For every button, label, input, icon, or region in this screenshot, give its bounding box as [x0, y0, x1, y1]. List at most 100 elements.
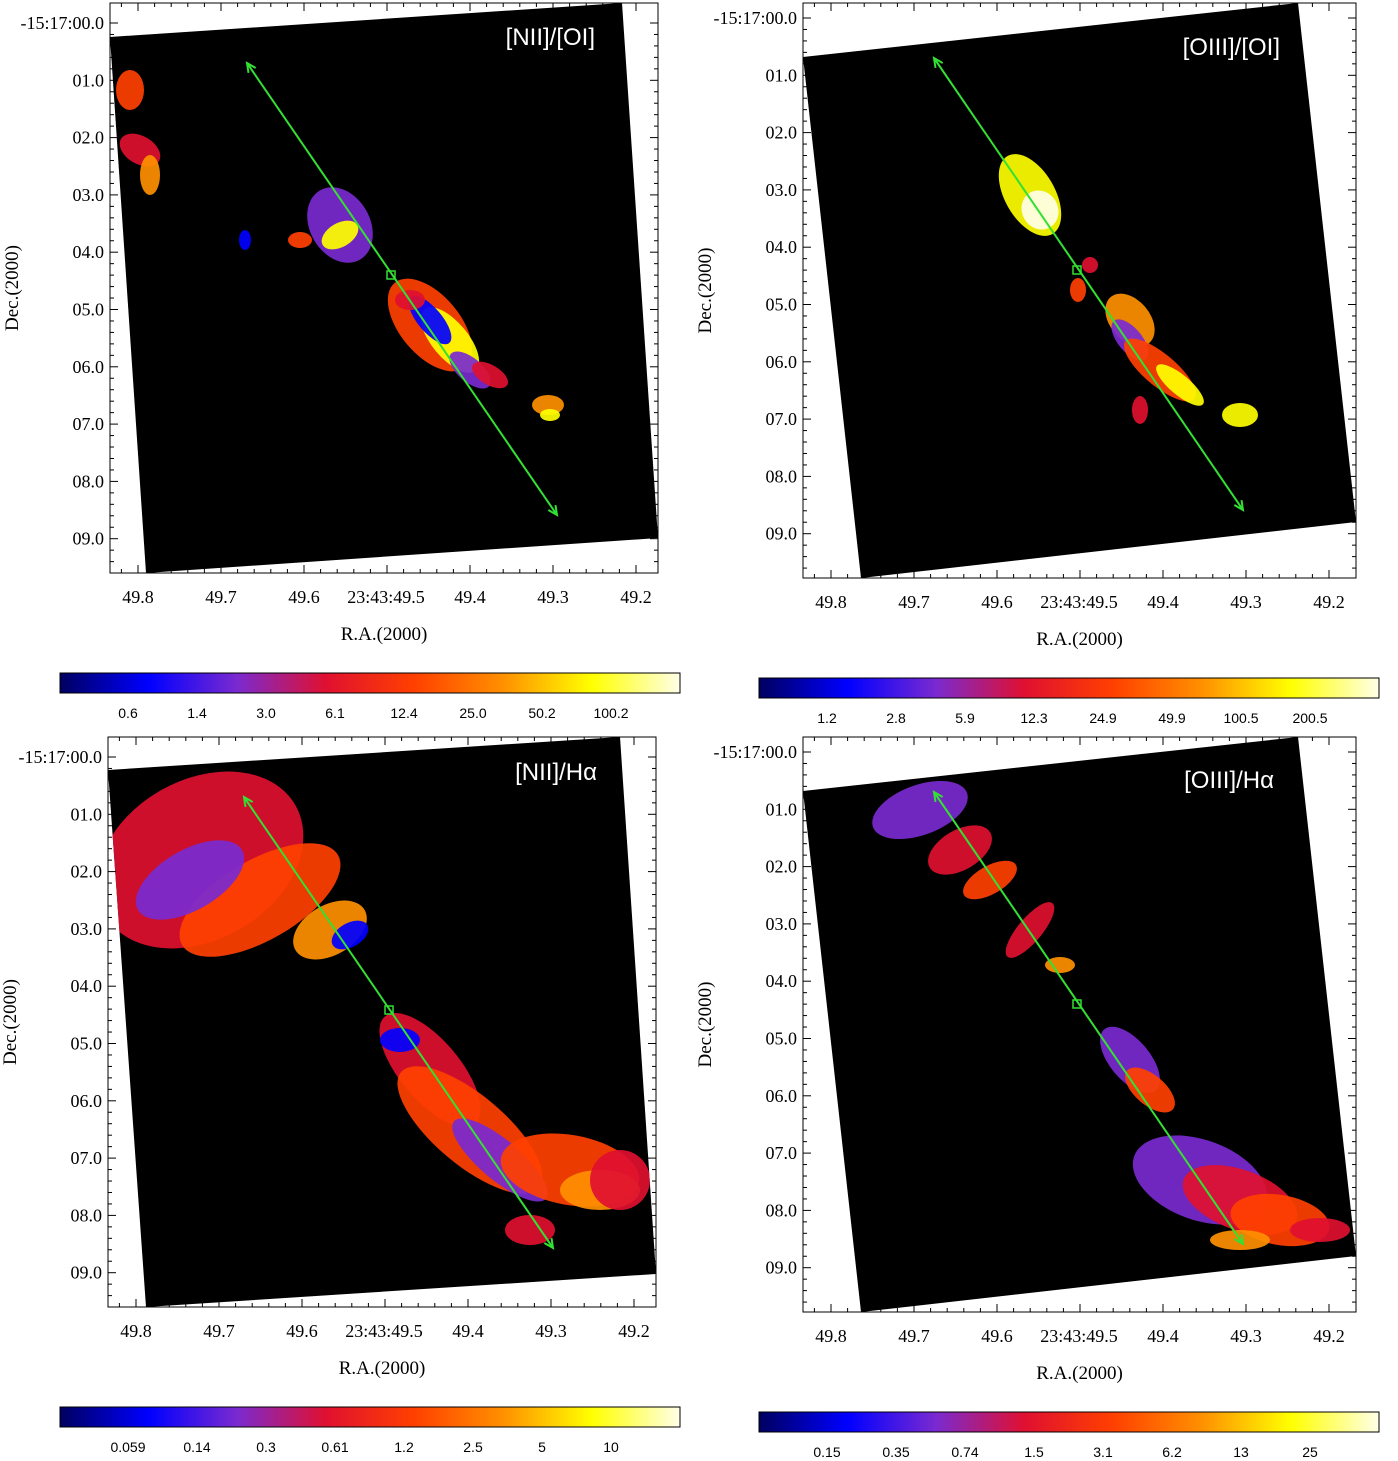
ra-tick-label: 23:43:49.5 [1040, 592, 1118, 612]
plot-root: -15:17:00.0 01.0 02.0 03.0 04.0 05.0 06.0 07.0 0… [2, 2, 681, 721]
x-axis-title: R.A.(2000) [1036, 1363, 1123, 1384]
ra-tick-label: 23:43:49.5 [1040, 1326, 1118, 1346]
ra-tick-label: 23:43:49.5 [347, 587, 425, 607]
colorbar-tick-label: 12.4 [390, 705, 417, 721]
y-axis-title: Dec.(2000) [2, 245, 23, 331]
arrow-head [932, 56, 944, 69]
colorbar-tick-label: 0.74 [951, 1444, 978, 1460]
emission-blob [239, 230, 251, 250]
ra-tick-label: 49.6 [286, 1321, 318, 1341]
emission-blob [928, 825, 992, 875]
dec-tick-label: 09.0 [766, 524, 798, 544]
nucleus-marker [1072, 999, 1082, 1009]
colorbar-tick-label: 5 [538, 1439, 546, 1455]
emission-blob [331, 920, 369, 950]
image-footprint [110, 3, 658, 573]
dec-tick-label: 09.0 [766, 1258, 798, 1278]
arrow-head [1233, 499, 1245, 512]
slit-arrow [933, 791, 1244, 1245]
plot-root: -15:17:00.0 01.0 02.0 03.0 04.0 05.0 06.0 07.0 0… [695, 736, 1380, 1460]
emission-blob [963, 860, 1017, 900]
dec-tick-label: 03.0 [71, 919, 103, 939]
dec-tick-label: 04.0 [71, 976, 103, 996]
dec-tick-label: 08.0 [766, 1200, 798, 1220]
slit-arrow [243, 796, 554, 1249]
dec-tick-label: 08.0 [766, 466, 798, 486]
dec-tick-label: 02.0 [766, 857, 798, 877]
ra-tick-label: 49.6 [981, 592, 1013, 612]
colorbar-tick-label: 1.2 [394, 1439, 414, 1455]
arrow-head [245, 61, 257, 74]
ra-tick-label: 49.2 [1313, 592, 1345, 612]
panel-nii-halpha: -15:17:00.0 01.0 02.0 03.0 04.0 05.0 06.0 07.0 0… [0, 731, 699, 1461]
arrow-head [932, 790, 944, 803]
colorbar-tick-label: 10 [603, 1439, 619, 1455]
dec-tick-label: 01.0 [71, 804, 103, 824]
dec-tick-label: -15:17:00.0 [714, 742, 798, 762]
map-label: [NII]/Hα [515, 759, 597, 786]
dec-tick-label: -15:17:00.0 [19, 747, 103, 767]
ra-tick-label: 49.2 [1313, 1326, 1345, 1346]
dec-tick-label: 01.0 [73, 70, 105, 90]
colorbar-tick-label: 0.61 [321, 1439, 348, 1455]
dec-tick-label: -15:17:00.0 [21, 13, 105, 33]
ra-tick-label: 23:43:49.5 [345, 1321, 423, 1341]
colorbar-tick-label: 13 [1233, 1444, 1249, 1460]
ra-tick-label: 49.3 [535, 1321, 567, 1341]
ra-tick-label: 49.7 [205, 587, 237, 607]
ra-tick-label: 49.6 [981, 1326, 1013, 1346]
arrow-head [242, 795, 254, 808]
colorbar-tick-label: 1.4 [187, 705, 207, 721]
emission-blob [321, 220, 359, 250]
emission-blob [380, 1028, 420, 1052]
dec-tick-label: -15:17:00.0 [714, 8, 798, 28]
dec-tick-label: 09.0 [73, 529, 105, 549]
ra-tick-label: 49.4 [1147, 592, 1179, 612]
dec-tick-label: 05.0 [71, 1034, 103, 1054]
ra-tick-label: 49.8 [815, 1326, 847, 1346]
dec-tick-label: 04.0 [766, 971, 798, 991]
colorbar-tick-label: 1.5 [1024, 1444, 1044, 1460]
ra-tick-label: 49.7 [898, 592, 930, 612]
emission-blob [590, 1150, 650, 1210]
emission-blob [1082, 257, 1098, 273]
dec-tick-label: 02.0 [73, 128, 105, 148]
colorbar-tick-label: 0.35 [882, 1444, 909, 1460]
ra-tick-label: 49.8 [120, 1321, 152, 1341]
colorbar-tick-label: 0.059 [110, 1439, 145, 1455]
emission-blob [1070, 278, 1086, 302]
slit-arrow [246, 62, 558, 516]
ra-tick-label: 49.3 [1230, 1326, 1262, 1346]
dec-tick-label: 01.0 [766, 799, 798, 819]
ra-tick-label: 49.8 [815, 592, 847, 612]
dec-tick-label: 06.0 [71, 1091, 103, 1111]
dec-tick-label: 08.0 [73, 471, 105, 491]
emission-map [116, 70, 564, 421]
emission-blob [408, 295, 452, 345]
colorbar-tick-label: 6.2 [1162, 1444, 1182, 1460]
map-label: [OIII]/[OI] [1183, 34, 1280, 61]
ra-tick-label: 49.2 [620, 587, 652, 607]
dec-tick-label: 08.0 [71, 1205, 103, 1225]
dec-tick-label: 02.0 [71, 862, 103, 882]
emission-blob [505, 1215, 555, 1245]
nucleus-marker [386, 270, 396, 280]
ra-tick-label: 49.4 [452, 1321, 484, 1341]
colorbar-tick-label: 100.5 [1223, 710, 1258, 726]
colorbar [59, 672, 681, 694]
ra-tick-label: 49.6 [288, 587, 320, 607]
emission-blob [1045, 957, 1075, 973]
dec-tick-label: 07.0 [766, 1143, 798, 1163]
colorbar-tick-label: 200.5 [1292, 710, 1327, 726]
axes-frame [109, 2, 659, 574]
colorbar-tick-label: 25 [1302, 1444, 1318, 1460]
ra-tick-label: 49.4 [1147, 1326, 1179, 1346]
ra-tick-label: 49.2 [618, 1321, 650, 1341]
ra-tick-label: 49.4 [454, 587, 486, 607]
dec-tick-label: 05.0 [766, 295, 798, 315]
emission-blob [1156, 364, 1204, 406]
colorbar-tick-label: 0.15 [813, 1444, 840, 1460]
colorbar-tick-label: 0.3 [256, 1439, 276, 1455]
dec-tick-label: 05.0 [766, 1029, 798, 1049]
emission-blob [288, 232, 312, 248]
